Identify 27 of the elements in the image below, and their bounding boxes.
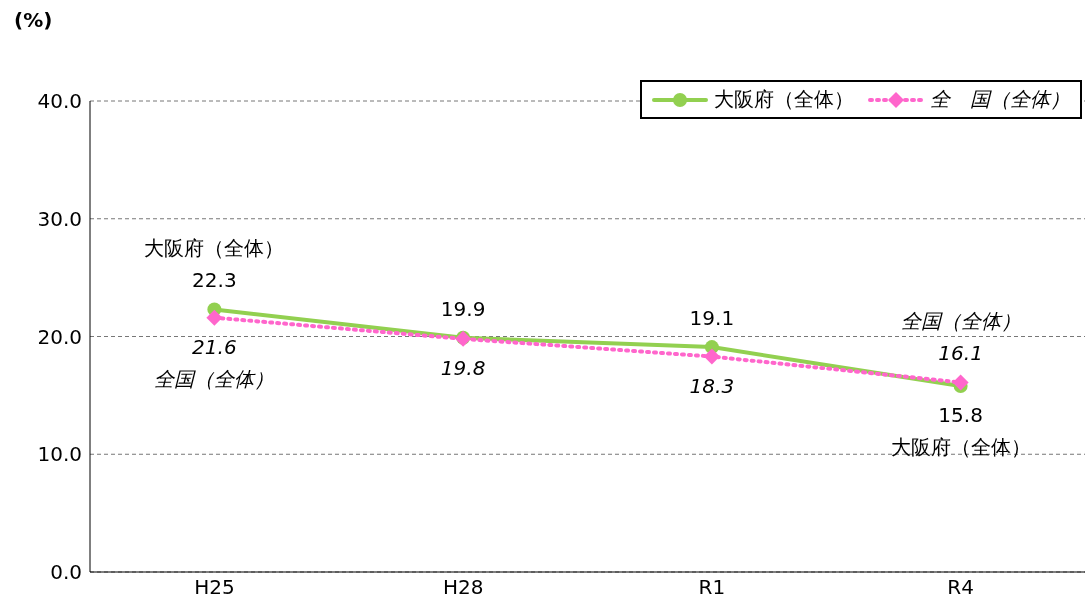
point	[206, 309, 223, 326]
data-label: 21.6	[192, 334, 237, 359]
x-tick-label: H28	[442, 575, 484, 600]
y-tick-label: 30.0	[37, 206, 82, 231]
point	[952, 374, 969, 391]
data-label: 19.9	[440, 296, 486, 321]
x-tick-label: R1	[698, 575, 726, 600]
annotation: 全国（全体）	[154, 366, 275, 391]
data-label: 22.3	[192, 268, 237, 293]
y-axis-title: (%)	[14, 8, 53, 32]
annotation: 大阪府（全体）	[144, 236, 285, 261]
legend-label: 全 国（全体）	[930, 86, 1070, 113]
annotation: 大阪府（全体）	[890, 434, 1031, 459]
x-tick-label: H25	[194, 575, 235, 600]
data-label: 19.8	[440, 355, 486, 380]
data-label: 18.3	[689, 373, 735, 398]
data-label: 15.8	[938, 402, 983, 427]
data-label: 16.1	[938, 341, 983, 366]
y-tick-label: 20.0	[37, 324, 82, 349]
y-tick-label: 0.0	[50, 560, 82, 585]
legend-label: 大阪府（全体）	[714, 86, 854, 113]
x-tick-label: R4	[947, 575, 974, 600]
y-tick-label: 40.0	[37, 89, 82, 114]
data-label: 19.1	[689, 306, 735, 331]
point	[703, 348, 720, 365]
y-tick-label: 10.0	[37, 442, 82, 467]
annotation: 全国（全体）	[900, 309, 1021, 334]
